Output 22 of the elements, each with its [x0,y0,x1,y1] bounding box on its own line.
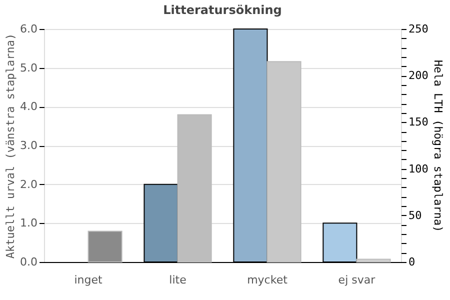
y2-tick-label: 100 [408,162,428,176]
y-tick-label: 2.0 [20,178,38,191]
x-tick-label: inget [74,274,104,286]
y-tick-label: 1.0 [20,216,38,230]
y-axis-title: Aktuellt urval (vänstra staplarna) [4,33,18,259]
x-tick-label: mycket [247,274,288,286]
y2-axis-title: Hela LTH (högra staplarna) [431,60,444,232]
x-tick-label: lite [169,274,187,286]
y2-tick-label: 0 [408,256,416,268]
y-tick-label: 0.0 [20,256,38,268]
y2-tick-label: 50 [408,208,422,222]
y2-tick-label: 150 [408,116,428,129]
x-tick-label: ej svar [338,274,376,286]
bar [88,230,122,262]
y-tick-label: 6.0 [20,22,38,36]
y2-tick-label: 200 [408,69,428,82]
chart-title: Litteratursökning [163,3,282,17]
y-tick-label: 4.0 [20,100,38,114]
y-tick-label: 3.0 [20,139,38,152]
bar [356,258,391,262]
y2-tick-label: 250 [408,22,428,36]
y-tick-label: 5.0 [20,61,38,74]
